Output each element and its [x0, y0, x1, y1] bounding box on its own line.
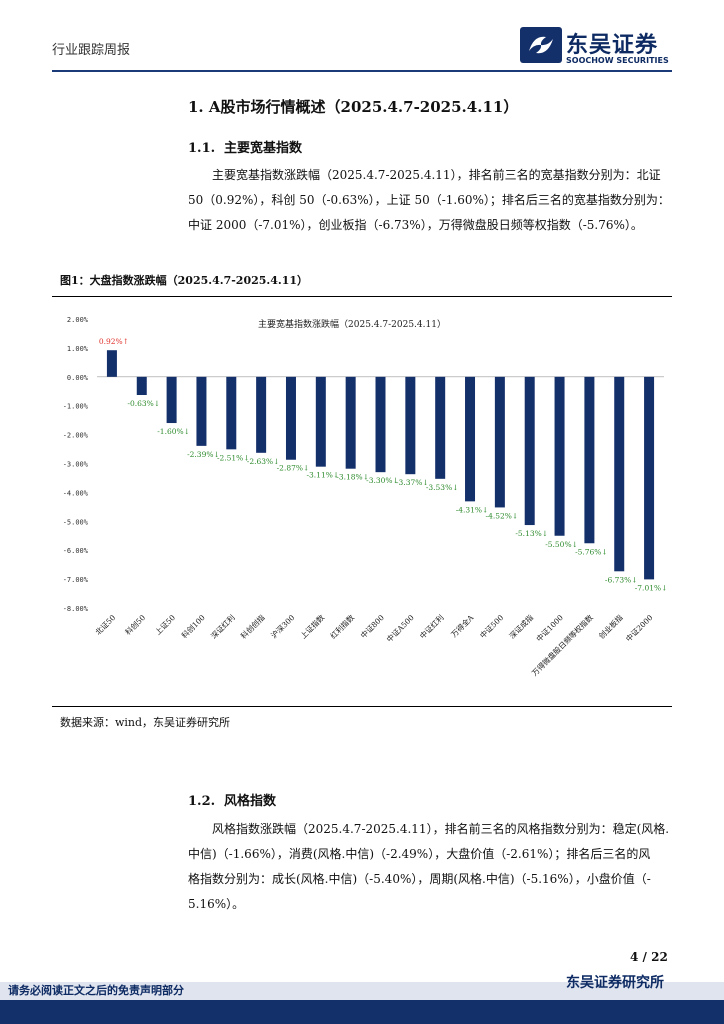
category-label-15: 中证1000	[534, 612, 565, 643]
category-label-1: 科创50	[123, 612, 148, 637]
page-number: 4 / 22	[630, 950, 668, 964]
paragraph-line: 50（0.92%），科创 50（-0.63%），上证 50（-1.60%）；排名…	[188, 193, 670, 207]
section-heading: 1. A股市场行情概述（2025.4.7-2025.4.11）	[188, 98, 519, 116]
figure-bottom-rule	[52, 706, 672, 707]
category-label-0: 北证50	[94, 613, 118, 637]
bar-2	[166, 376, 177, 424]
data-label-11: -3.53%↓	[426, 483, 459, 492]
data-label-5: -2.63%↓	[247, 457, 280, 466]
logo-text: 东吴证券	[566, 33, 659, 58]
category-label-8: 红利指数	[328, 612, 357, 641]
y-tick-label: -6.00%	[63, 547, 89, 555]
paragraph-style-indices: 风格指数涨跌幅（2025.4.7-2025.4.11），排名前三名的风格指数分别…	[188, 817, 672, 917]
paragraph-line: 风格指数涨跌幅（2025.4.7-2025.4.11），排名前三名的风格指数分别…	[212, 822, 670, 836]
bar-18	[644, 376, 655, 580]
subsection-heading-1-2: 1.2. 风格指数	[188, 790, 276, 809]
disclaimer-note: 请务必阅读正文之后的免责声明部分	[8, 984, 184, 997]
subsection-number: 1.1.	[188, 141, 216, 156]
bar-8	[345, 376, 356, 469]
category-label-7: 上证指数	[298, 612, 327, 641]
bar-4	[226, 376, 237, 450]
data-label-7: -3.11%↓	[306, 471, 339, 480]
figure-source: 数据来源：wind，东吴证券研究所	[60, 716, 231, 729]
category-label-18: 中证2000	[623, 612, 654, 643]
bar-15	[554, 376, 565, 536]
y-tick-label: 1.00%	[67, 345, 89, 353]
bar-9	[375, 376, 386, 473]
bar-14	[524, 376, 535, 526]
footer-band	[0, 982, 724, 1000]
bar-16	[584, 376, 595, 544]
figure-top-rule	[52, 296, 672, 297]
y-tick-label: 0.00%	[67, 374, 89, 382]
data-label-16: -5.76%↓	[575, 547, 608, 556]
data-label-18: -7.01%↓	[635, 583, 668, 592]
bar-6	[285, 376, 296, 460]
y-tick-label: -2.00%	[63, 432, 89, 440]
category-label-17: 创业板指	[596, 612, 625, 641]
subsection-number: 1.2.	[188, 794, 216, 809]
subsection-title: 主要宽基指数	[224, 141, 303, 156]
subsection-heading-1-1: 1.1. 主要宽基指数	[188, 137, 302, 156]
y-tick-label: -5.00%	[63, 518, 89, 526]
footer-bar	[0, 1000, 724, 1024]
paragraph-line: 格指数分别为：成长(风格.中信)（-5.40%），周期(风格.中信)（-5.16…	[188, 872, 651, 886]
report-type-label: 行业跟踪周报	[52, 43, 131, 58]
y-tick-label: -1.00%	[63, 403, 89, 411]
category-label-6: 沪深300	[269, 612, 297, 640]
category-label-9: 中证800	[358, 612, 386, 640]
data-label-10: -3.37%↓	[396, 478, 429, 487]
data-label-12: -4.31%↓	[456, 505, 489, 514]
bar-0	[106, 350, 117, 377]
bar-5	[256, 376, 267, 453]
paragraph-broad-indices: 主要宽基指数涨跌幅（2025.4.7-2025.4.11），排名前三名的宽基指数…	[188, 163, 672, 238]
index-change-bar-chart: 主要宽基指数涨跌幅（2025.4.7-2025.4.11） 2.00% 1.00% 0…	[63, 316, 668, 678]
header-rule	[52, 70, 672, 72]
y-tick-label: -7.00%	[63, 576, 89, 584]
category-label-3: 科创100	[179, 612, 207, 640]
subsection-title: 风格指数	[224, 794, 277, 809]
category-label-12: 万得全A	[449, 612, 476, 639]
data-label-6: -2.87%↓	[277, 464, 310, 473]
bar-10	[405, 376, 416, 475]
bar-13	[494, 376, 505, 508]
y-tick-label: -4.00%	[63, 489, 89, 497]
data-label-15: -5.50%↓	[545, 540, 578, 549]
figure-caption: 图1：大盘指数涨跌幅（2025.4.7-2025.4.11）	[60, 274, 309, 287]
chart-title: 主要宽基指数涨跌幅（2025.4.7-2025.4.11）	[258, 318, 446, 330]
category-label-11: 中证红利	[417, 612, 445, 640]
soochow-logo-icon	[520, 27, 562, 63]
bar-7	[315, 376, 326, 467]
paragraph-line: 中证 2000（-7.01%），创业板指（-6.73%），万得微盘股日频等权指数…	[188, 218, 643, 232]
data-label-2: -1.60%↓	[157, 427, 190, 436]
paragraph-line: 中信)（-1.66%），消费(风格.中信)（-2.49%），大盘价值（-2.61…	[188, 847, 651, 861]
data-label-1: -0.63%↓	[127, 399, 160, 408]
data-label-8: -3.18%↓	[336, 473, 369, 482]
logo-english-text: SOOCHOW SECURITIES	[566, 56, 669, 65]
paragraph-line: 5.16%）。	[188, 897, 245, 911]
data-label-3: -2.39%↓	[187, 450, 220, 459]
data-label-14: -5.13%↓	[515, 529, 548, 538]
data-label-4: -2.51%↓	[217, 453, 250, 462]
bar-17	[614, 376, 625, 572]
category-label-4: 深证红利	[208, 612, 236, 640]
y-tick-label: -8.00%	[63, 605, 89, 613]
y-tick-label: -3.00%	[63, 461, 89, 469]
data-label-0: 0.92%↑	[99, 337, 129, 346]
y-tick-label: 2.00%	[67, 316, 89, 324]
bar-11	[435, 376, 446, 479]
bar-3	[196, 376, 207, 446]
category-label-14: 深证成指	[507, 612, 536, 641]
footer-institute: 东吴证券研究所	[566, 975, 664, 991]
bar-1	[136, 376, 147, 396]
data-label-17: -6.73%↓	[605, 575, 638, 584]
paragraph-line: 主要宽基指数涨跌幅（2025.4.7-2025.4.11），排名前三名的宽基指数…	[212, 168, 661, 182]
data-label-13: -4.52%↓	[486, 511, 519, 520]
category-label-13: 中证500	[477, 612, 505, 640]
category-label-5: 科创创指	[238, 612, 267, 641]
bar-12	[465, 376, 476, 502]
category-label-2: 上证50	[153, 613, 177, 637]
data-label-9: -3.30%↓	[366, 476, 399, 485]
category-label-10: 中证A500	[384, 612, 416, 644]
